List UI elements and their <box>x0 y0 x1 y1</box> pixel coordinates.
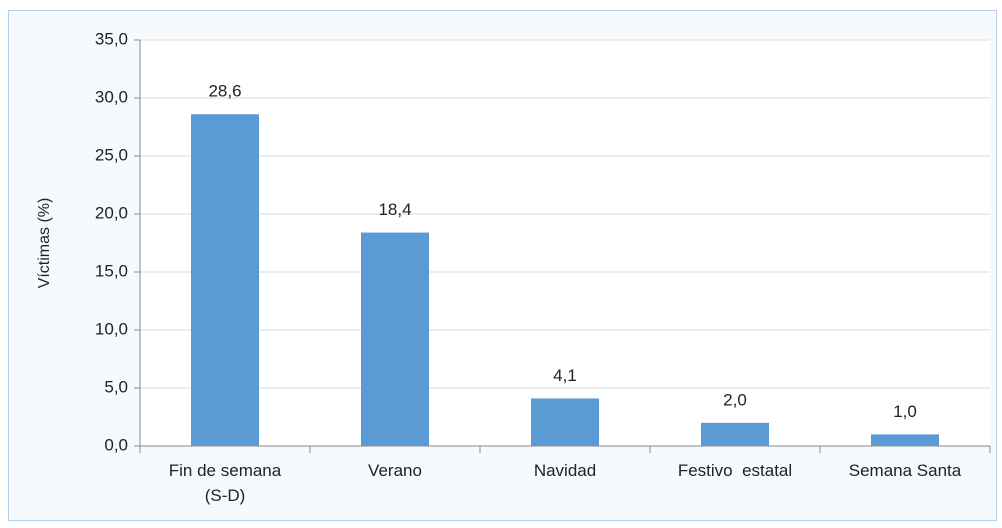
data-label: 18,4 <box>378 200 411 219</box>
y-tick-label: 15,0 <box>95 261 128 280</box>
data-label: 28,6 <box>208 82 241 101</box>
bar <box>701 422 769 446</box>
y-tick-label: 5,0 <box>104 377 128 396</box>
bar <box>361 232 429 446</box>
data-label: 1,0 <box>893 402 917 421</box>
y-tick-label: 20,0 <box>95 203 128 222</box>
bar <box>191 114 259 447</box>
bar <box>531 398 599 446</box>
plot-area <box>140 40 990 446</box>
data-label: 4,1 <box>553 366 577 385</box>
y-tick-label: 35,0 <box>95 29 128 48</box>
bar <box>871 434 939 446</box>
data-label: 2,0 <box>723 390 747 409</box>
y-tick-label: 30,0 <box>95 87 128 106</box>
y-tick-label: 0,0 <box>104 435 128 454</box>
y-axis-label: Víctimas (%) <box>36 198 53 289</box>
y-tick-label: 25,0 <box>95 145 128 164</box>
x-tick-label: Semana Santa <box>848 461 962 480</box>
x-tick-label: Navidad <box>533 461 597 480</box>
x-tick-label: Festivo estatal <box>677 461 793 480</box>
x-tick-label: Fin de semana (S-D) <box>168 461 282 505</box>
x-tick-label: Verano <box>368 461 422 480</box>
y-tick-label: 10,0 <box>95 319 128 338</box>
